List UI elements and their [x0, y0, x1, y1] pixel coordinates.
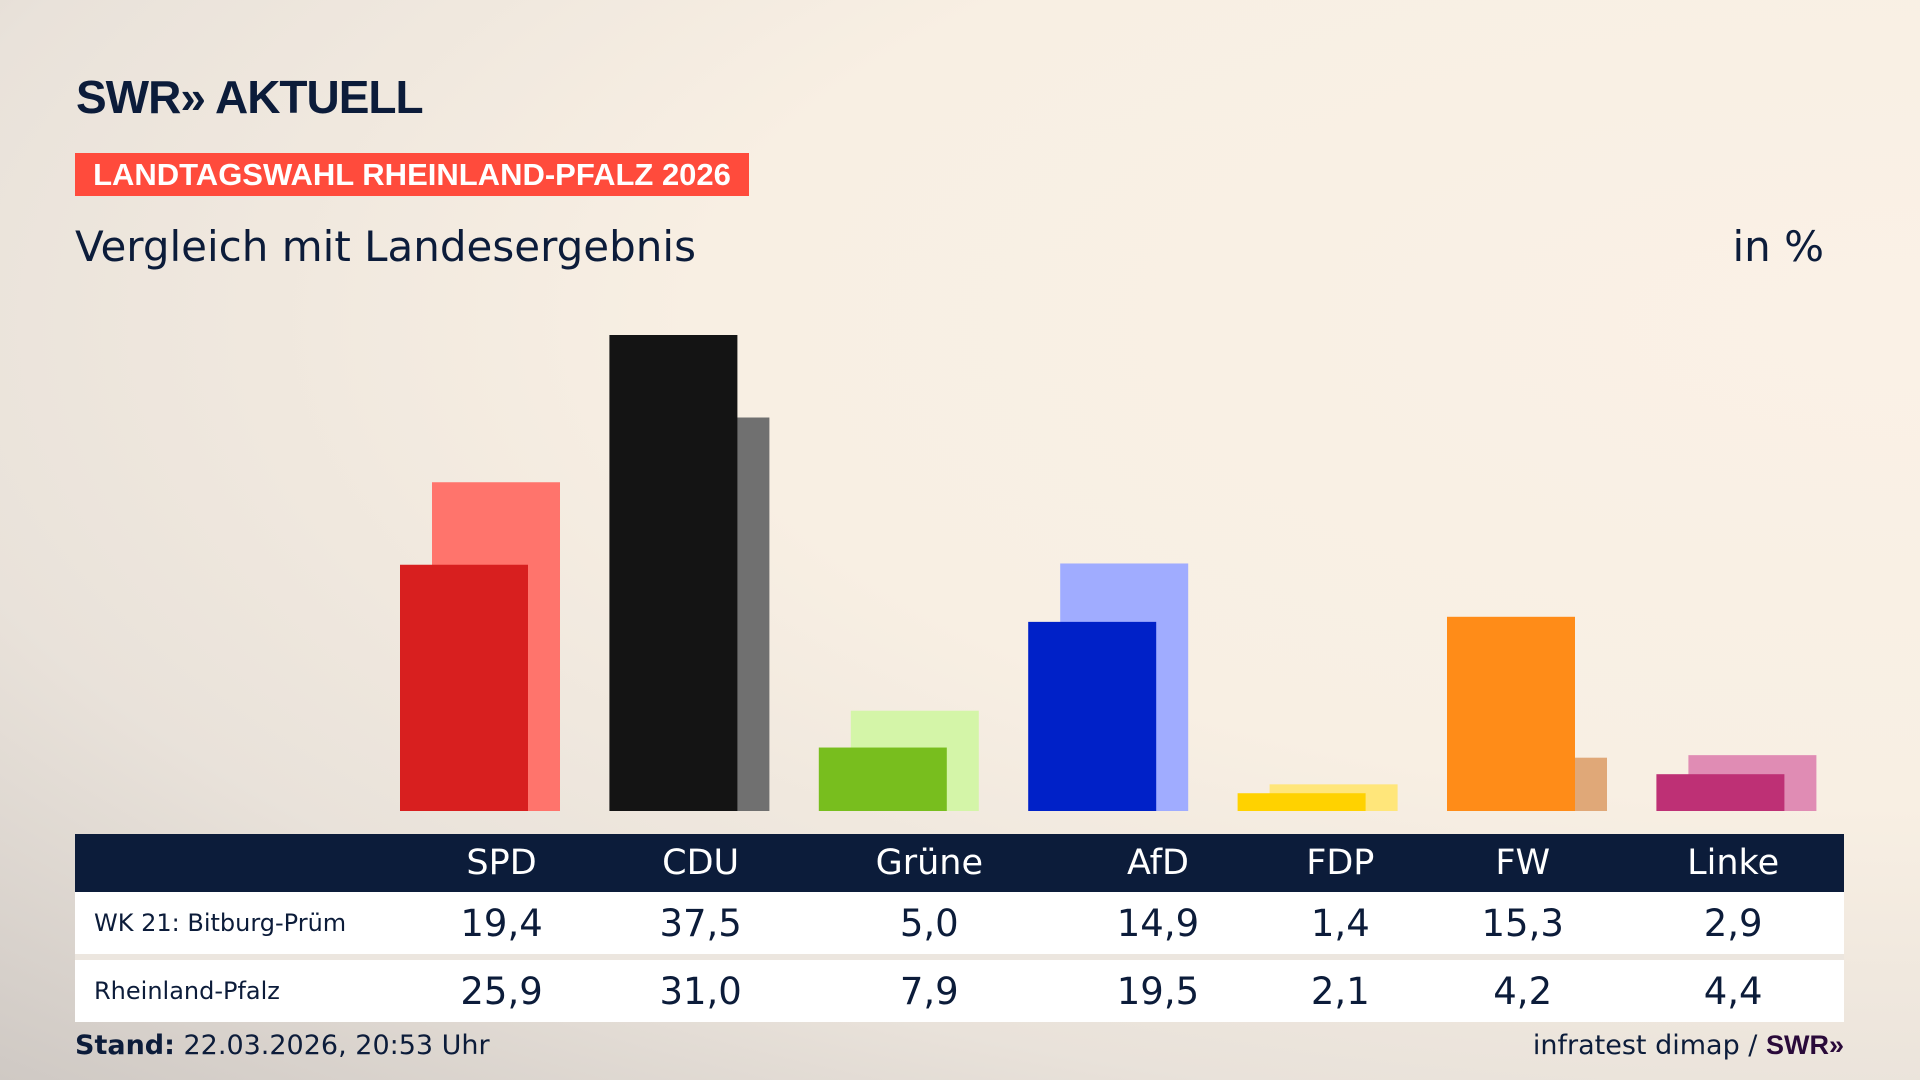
- swr-logo: SWR»: [1765, 1030, 1844, 1060]
- value-cell: 25,9: [402, 954, 602, 1022]
- party-header: FW: [1423, 834, 1623, 892]
- party-header: FDP: [1257, 834, 1424, 892]
- chart-subtitle: Vergleich mit Landesergebnis: [75, 222, 696, 271]
- bar-chart: [400, 335, 1817, 811]
- value-cell: 7,9: [800, 954, 1059, 1022]
- unit-label: in %: [1732, 222, 1824, 271]
- source: infratest dimap / SWR»: [1533, 1030, 1844, 1061]
- value-cell: 14,9: [1058, 892, 1258, 954]
- results-table: SPD CDU Grüne AfD FDP FW Linke WK 21: Bitburg-…: [75, 834, 1844, 1022]
- value-cell: 31,0: [601, 954, 801, 1022]
- row-label: Rheinland-Pfalz: [75, 954, 402, 1022]
- bar-wahlkreis-linke: [1656, 774, 1785, 811]
- value-cell: 4,2: [1423, 954, 1623, 1022]
- bar-wahlkreis-cdu: [609, 335, 738, 811]
- value-cell: 2,9: [1622, 892, 1844, 954]
- table-header-blank: [75, 834, 402, 892]
- stand-label: Stand:: [75, 1030, 175, 1061]
- value-cell: 15,3: [1423, 892, 1623, 954]
- value-cell: 4,4: [1622, 954, 1844, 1022]
- election-banner: LANDTAGSWAHL RHEINLAND-PFALZ 2026: [75, 153, 749, 196]
- party-header: SPD: [402, 834, 602, 892]
- bar-wahlkreis-fw: [1447, 616, 1575, 811]
- timestamp: Stand: 22.03.2026, 20:53 Uhr: [75, 1030, 490, 1061]
- row-label: WK 21: Bitburg-Prüm: [75, 892, 402, 954]
- value-cell: 37,5: [601, 892, 801, 954]
- party-header: Linke: [1622, 834, 1844, 892]
- value-cell: 5,0: [800, 892, 1059, 954]
- value-cell: 2,1: [1257, 954, 1424, 1022]
- value-cell: 1,4: [1257, 892, 1424, 954]
- party-header: CDU: [601, 834, 801, 892]
- value-cell: 19,5: [1058, 954, 1258, 1022]
- table-row: WK 21: Bitburg-Prüm 19,4 37,5 5,0 14,9 1,4 15,…: [75, 892, 1844, 954]
- swr-aktuell-logo: SWR» AKTUELL: [76, 71, 424, 123]
- table-row: Rheinland-Pfalz 25,9 31,0 7,9 19,5 2,1 4,2 4,4: [75, 954, 1844, 1022]
- party-header: AfD: [1058, 834, 1258, 892]
- value-cell: 19,4: [402, 892, 602, 954]
- party-header: Grüne: [800, 834, 1059, 892]
- source-text: infratest dimap /: [1532, 1030, 1766, 1061]
- bar-wahlkreis-fdp: [1237, 793, 1366, 811]
- bar-wahlkreis-afd: [1028, 621, 1157, 811]
- bar-wahlkreis-grüne: [818, 747, 947, 811]
- bar-wahlkreis-spd: [400, 564, 528, 811]
- stand-value: 22.03.2026, 20:53 Uhr: [174, 1030, 490, 1061]
